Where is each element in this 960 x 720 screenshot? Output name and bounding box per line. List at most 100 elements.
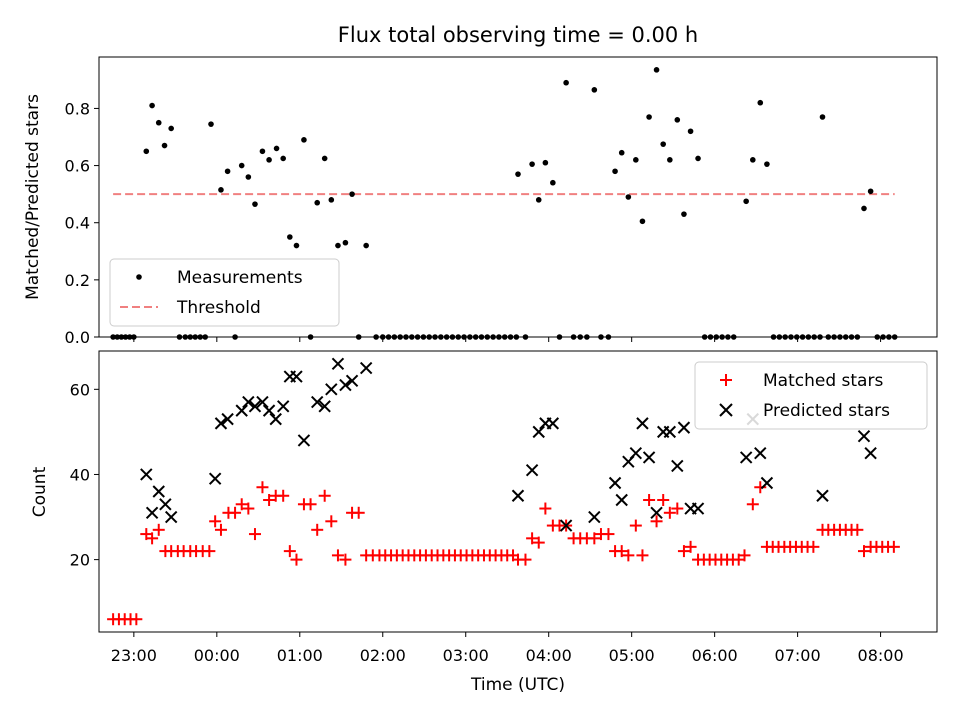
matched-star-point (277, 489, 290, 502)
matched-star-point (325, 515, 338, 528)
matched-star-point (331, 549, 344, 562)
predicted-star-point (235, 404, 248, 417)
matched-star-point (622, 549, 635, 562)
measurement-point (155, 119, 162, 126)
x-stroke (214, 417, 228, 430)
x-stroke (242, 395, 255, 409)
x-stroke (311, 395, 324, 409)
measurement-point (515, 171, 521, 177)
x-stroke (864, 446, 877, 460)
measurement-point (149, 102, 155, 109)
x-stroke (276, 400, 290, 413)
predicted-star-point (311, 395, 324, 409)
matched-star-point (304, 498, 317, 511)
x-stroke (588, 510, 601, 524)
matched-star-point (209, 515, 222, 528)
x-stroke (140, 468, 153, 481)
x-stroke (339, 378, 352, 392)
matched-star-point (146, 532, 159, 545)
x-stroke (235, 404, 248, 417)
predicted-star-point (248, 400, 262, 413)
x-tick-label: 00:00 (194, 646, 240, 665)
x-stroke (290, 370, 303, 383)
measurement-point (259, 148, 266, 155)
x-stroke (663, 425, 677, 439)
matched-star-point (851, 523, 864, 536)
x-stroke (525, 464, 539, 477)
measurement-point (208, 121, 214, 127)
measurement-point (321, 155, 328, 162)
predicted-star-point (615, 493, 628, 507)
legend-matched-label: Matched stars (763, 371, 883, 391)
matched-star-point (602, 528, 615, 541)
top-legend: Measurements Threshold (109, 258, 340, 327)
predicted-star-point (559, 519, 573, 532)
matched-star-point (636, 549, 649, 562)
measurement-point (529, 161, 535, 167)
matched-star-point (754, 481, 767, 494)
predicted-star-point (636, 417, 649, 430)
x-stroke (629, 446, 643, 460)
matched-star-point (643, 494, 656, 507)
matched-star-point (214, 523, 227, 536)
measurement-point (861, 205, 867, 212)
measurement-point (563, 79, 569, 86)
legend-measurements-marker (136, 274, 142, 280)
measurement-point (867, 188, 874, 195)
predicted-star-point (816, 489, 829, 502)
measurement-point (639, 218, 646, 225)
top-chart-title: Flux total observing time = 0.00 h (338, 23, 698, 47)
measurement-point (280, 155, 286, 162)
measurement-point (633, 157, 639, 163)
predicted-star-point (760, 476, 774, 490)
measurement-point (695, 155, 701, 162)
x-stroke (671, 459, 684, 473)
measurement-point (363, 242, 369, 249)
x-stroke (248, 400, 262, 413)
predicted-star-point (221, 412, 234, 426)
x-stroke (532, 425, 545, 439)
predicted-star-point (214, 417, 228, 430)
top-legend-box (109, 258, 340, 327)
predicted-star-point (642, 451, 656, 464)
x-stroke (857, 429, 871, 443)
bottom-y-tick-label: 20 (70, 551, 90, 570)
x-tick-label: 08:00 (858, 646, 904, 665)
x-stroke (677, 421, 691, 434)
predicted-star-point (588, 510, 601, 524)
x-stroke (152, 485, 165, 498)
top-y-tick-label: 0.0 (65, 328, 90, 347)
matched-star-point (263, 494, 276, 507)
predicted-star-point (145, 506, 159, 519)
measurement-point (667, 157, 673, 163)
predicted-star-point (262, 404, 276, 417)
predicted-star-point (297, 434, 311, 447)
bottom-plot-area (107, 357, 900, 626)
predicted-star-point (140, 468, 153, 481)
predicted-star-point (754, 446, 767, 460)
measurement-point (238, 162, 245, 169)
measurement-point (349, 191, 355, 197)
matched-star-point (352, 506, 365, 519)
matched-star-point (526, 532, 539, 545)
bottom-legend-box (694, 361, 928, 430)
predicted-star-point (256, 395, 269, 409)
matched-star-point (539, 502, 552, 515)
x-stroke (546, 417, 560, 430)
predicted-star-point (152, 485, 165, 498)
x-stroke (208, 472, 222, 485)
matched-star-point (650, 515, 663, 528)
x-stroke (608, 476, 622, 490)
x-tick-label: 03:00 (443, 646, 489, 665)
x-stroke (325, 383, 338, 396)
measurement-point (757, 99, 764, 106)
x-stroke (642, 451, 656, 464)
top-y-tick-label: 0.2 (65, 271, 90, 290)
measurement-point (273, 145, 280, 152)
matched-star-point (203, 545, 216, 558)
legend-threshold-label: Threshold (176, 298, 261, 318)
axes-ticks: 0.0 0.2 0.4 0.6 0.8 20 40 60 23:00 00:00 01:00 02:0… (65, 99, 904, 665)
predicted-star-point (276, 400, 290, 413)
measurement-point (252, 201, 258, 207)
top-y-tick-label: 0.6 (65, 157, 90, 176)
